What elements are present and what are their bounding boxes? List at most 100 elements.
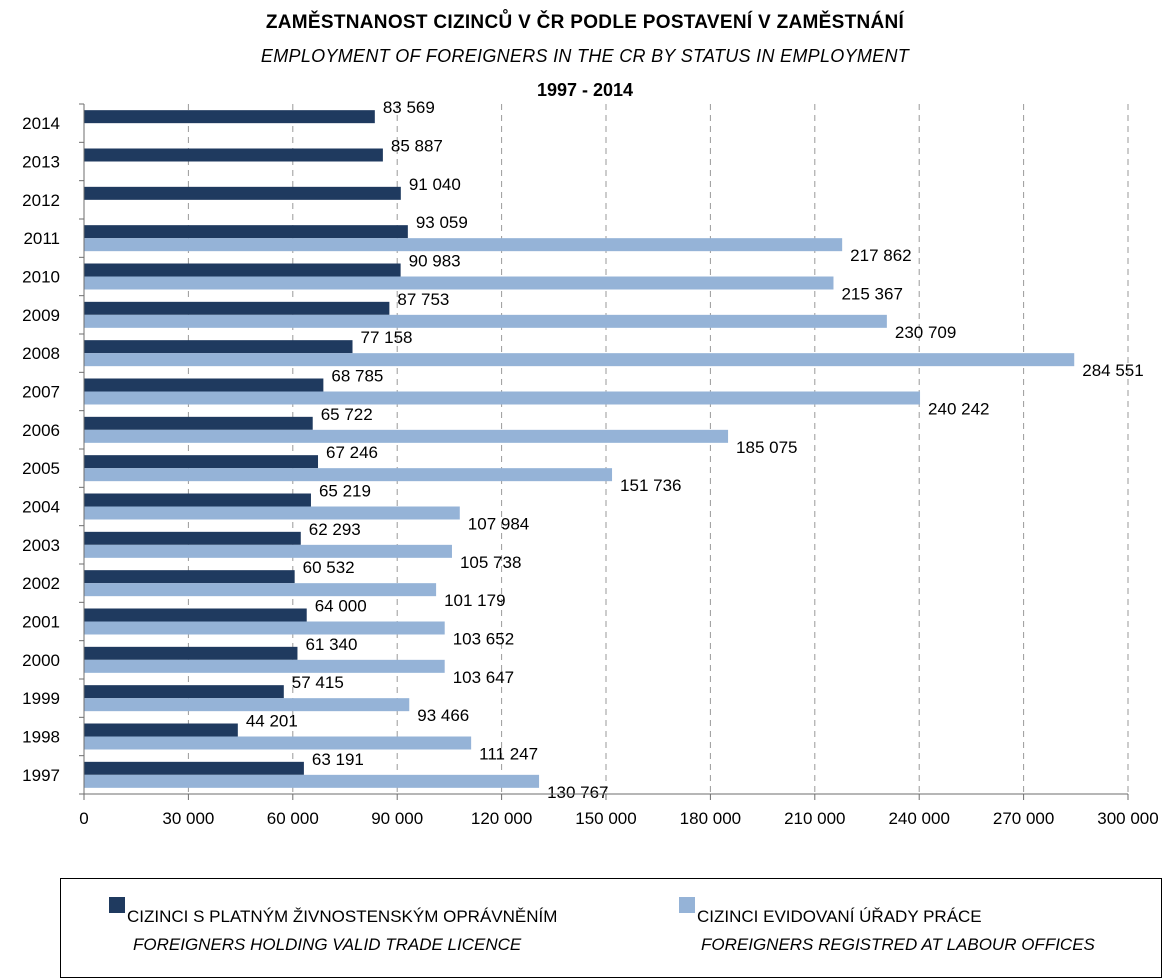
category-label: 2003 (22, 536, 60, 555)
bar-trade-licence (84, 340, 353, 354)
legend-label-cz: CIZINCI EVIDOVANÍ ÚŘADY PRÁCE (697, 907, 982, 926)
x-tick-label: 30 000 (162, 809, 214, 828)
legend: CIZINCI S PLATNÝM ŽIVNOSTENSKÝM OPRÁVNĚN… (60, 878, 1162, 978)
category-label: 2009 (22, 306, 60, 325)
category-label: 2012 (22, 191, 60, 210)
bar-labour-offices (84, 314, 887, 328)
data-label-labour-offices: 151 736 (620, 476, 681, 495)
data-label-trade-licence: 68 785 (331, 367, 383, 386)
data-label-trade-licence: 93 059 (416, 213, 468, 232)
bar-labour-offices (84, 276, 834, 290)
legend-swatch-labour-offices (679, 897, 695, 913)
legend-label-cz: CIZINCI S PLATNÝM ŽIVNOSTENSKÝM OPRÁVNĚN… (127, 907, 558, 926)
bar-labour-offices (84, 391, 921, 405)
category-label: 2002 (22, 574, 60, 593)
x-tick-label: 210 000 (784, 809, 845, 828)
bar-labour-offices (84, 468, 613, 482)
category-label: 2014 (22, 114, 60, 133)
data-label-trade-licence: 60 532 (303, 558, 355, 577)
bar-trade-licence (84, 608, 307, 622)
data-label-trade-licence: 61 340 (305, 635, 357, 654)
bar-labour-offices (84, 506, 460, 520)
bar-labour-offices (84, 621, 445, 635)
category-label: 2006 (22, 421, 60, 440)
x-tick-label: 120 000 (471, 809, 532, 828)
bar-trade-licence (84, 455, 319, 469)
bar-trade-licence (84, 225, 408, 239)
category-label: 2011 (23, 229, 60, 248)
bar-labour-offices (84, 774, 540, 788)
chart-subtitle: EMPLOYMENT OF FOREIGNERS IN THE CR BY ST… (260, 46, 910, 66)
data-label-labour-offices: 103 652 (453, 630, 514, 649)
category-label: 1998 (22, 728, 60, 747)
category-label: 2001 (22, 613, 60, 632)
bar-trade-licence (84, 110, 375, 124)
data-label-trade-licence: 64 000 (315, 597, 367, 616)
category-label: 2010 (22, 268, 60, 287)
x-tick-label: 270 000 (993, 809, 1054, 828)
data-label-trade-licence: 63 191 (312, 750, 364, 769)
chart-period: 1997 - 2014 (536, 80, 634, 100)
data-label-trade-licence: 85 887 (391, 137, 443, 156)
x-tick-label: 150 000 (575, 809, 636, 828)
category-label: 1997 (22, 766, 60, 785)
data-label-labour-offices: 103 647 (453, 668, 514, 687)
bar-trade-licence (84, 186, 401, 200)
bar-trade-licence (84, 493, 311, 507)
bar-labour-offices (84, 238, 843, 252)
data-label-trade-licence: 57 415 (292, 673, 344, 692)
category-label: 2007 (22, 383, 60, 402)
data-label-trade-licence: 65 722 (321, 405, 373, 424)
bar-labour-offices (84, 429, 729, 443)
x-tick-label: 0 (79, 809, 88, 828)
data-label-labour-offices: 240 242 (928, 400, 989, 419)
data-label-labour-offices: 107 984 (468, 515, 529, 534)
data-label-labour-offices: 215 367 (841, 285, 902, 304)
data-label-labour-offices: 101 179 (444, 591, 505, 610)
bar-chart: 2014 83 569 2013 85 887 2012 91 040 2011 93 059… (22, 98, 1159, 828)
bar-trade-licence (84, 148, 383, 162)
category-label: 2000 (22, 651, 60, 670)
legend-label-trade-licence: CIZINCI S PLATNÝM ŽIVNOSTENSKÝM OPRÁVNĚN… (127, 903, 557, 959)
bar-labour-offices (84, 659, 445, 673)
data-label-trade-licence: 67 246 (326, 443, 378, 462)
category-label: 2005 (22, 459, 60, 478)
bar-trade-licence (84, 531, 301, 545)
x-tick-label: 240 000 (888, 809, 949, 828)
data-label-labour-offices: 111 247 (479, 745, 538, 764)
chart-title: ZAMĚSTNANOST CIZINCŮ V ČR PODLE POSTAVEN… (265, 12, 905, 33)
legend-label-en: FOREIGNERS REGISTRED AT LABOUR OFFICES (701, 935, 1095, 954)
bar-labour-offices (84, 736, 472, 750)
legend-label-labour-offices: CIZINCI EVIDOVANÍ ÚŘADY PRÁCE FOREIGNERS… (697, 903, 1095, 959)
x-tick-label: 300 000 (1097, 809, 1158, 828)
data-label-labour-offices: 217 862 (850, 246, 911, 265)
data-label-trade-licence: 65 219 (319, 482, 371, 501)
bar-labour-offices (84, 698, 410, 712)
bar-labour-offices (84, 583, 437, 597)
bar-trade-licence (84, 416, 313, 430)
data-label-trade-licence: 91 040 (409, 175, 461, 194)
data-label-labour-offices: 284 551 (1082, 361, 1143, 380)
bar-labour-offices (84, 353, 1075, 367)
bar-trade-licence (84, 570, 295, 584)
bar-labour-offices (84, 544, 452, 558)
x-tick-label: 60 000 (267, 809, 319, 828)
bar-trade-licence (84, 761, 304, 775)
bar-trade-licence (84, 685, 284, 699)
legend-label-en: FOREIGNERS HOLDING VALID TRADE LICENCE (133, 935, 522, 954)
data-label-labour-offices: 93 466 (417, 706, 469, 725)
x-tick-label: 90 000 (371, 809, 423, 828)
category-label: 2008 (22, 344, 60, 363)
data-label-trade-licence: 87 753 (397, 290, 449, 309)
category-label: 1999 (22, 689, 60, 708)
data-label-trade-licence: 83 569 (383, 98, 435, 117)
bar-trade-licence (84, 646, 298, 660)
data-label-labour-offices: 130 767 (547, 783, 608, 802)
data-label-labour-offices: 105 738 (460, 553, 521, 572)
x-tick-label: 180 000 (680, 809, 741, 828)
data-label-trade-licence: 62 293 (309, 520, 361, 539)
bar-trade-licence (84, 378, 324, 392)
data-label-labour-offices: 185 075 (736, 438, 797, 457)
data-label-trade-licence: 77 158 (361, 328, 413, 347)
data-label-trade-licence: 44 201 (246, 712, 298, 731)
